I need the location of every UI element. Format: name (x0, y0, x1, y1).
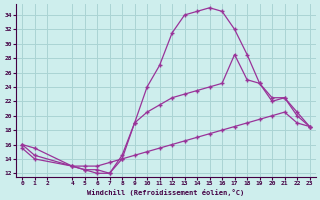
X-axis label: Windchill (Refroidissement éolien,°C): Windchill (Refroidissement éolien,°C) (87, 189, 244, 196)
